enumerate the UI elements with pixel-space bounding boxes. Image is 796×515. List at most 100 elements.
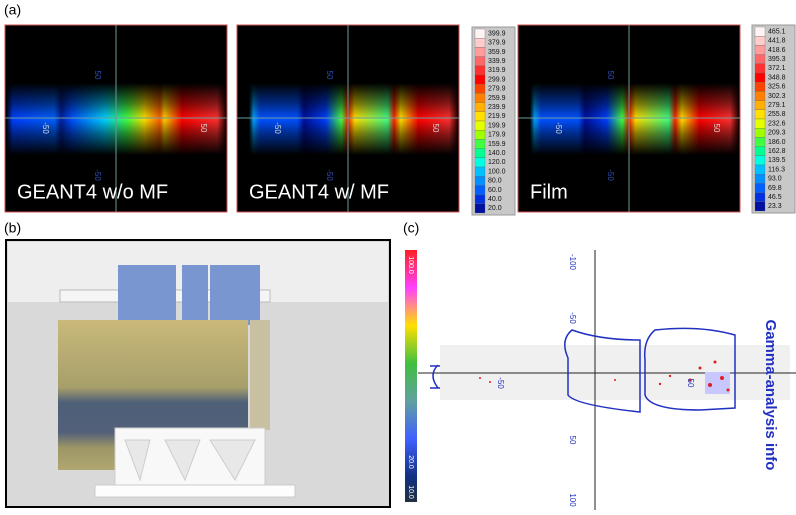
failure-point xyxy=(614,379,616,381)
failure-point xyxy=(658,382,662,386)
axis-label: 50 xyxy=(199,124,208,133)
colorbar-swatch xyxy=(754,174,766,184)
colorbar-label: 259.9 xyxy=(488,95,506,102)
block xyxy=(182,265,208,325)
panel-label: (a) xyxy=(4,2,21,18)
colorbar-label: 80.0 xyxy=(488,178,502,185)
colorbar-swatch xyxy=(754,45,766,55)
colorbar-swatch xyxy=(754,72,766,83)
colorbar-swatch xyxy=(474,130,486,140)
colorbar-swatch xyxy=(474,139,486,149)
colorbar-swatch xyxy=(754,54,766,64)
axis-label: -50 xyxy=(554,122,563,134)
colorbar-label: 302.3 xyxy=(768,93,786,100)
colorbar-swatch xyxy=(754,91,766,101)
photo xyxy=(5,239,391,508)
colorbar-swatch xyxy=(474,166,486,177)
colorbar-swatch xyxy=(474,47,486,57)
caption: GEANT4 w/ MF xyxy=(249,181,389,203)
colorbar-swatch xyxy=(754,26,766,37)
colorbar-label: 100.0 xyxy=(407,256,414,274)
colorbar-label: 40.0 xyxy=(488,196,502,203)
colorbar-label: 359.9 xyxy=(488,49,506,56)
colorbar-swatch xyxy=(754,63,766,74)
colorbar-swatch xyxy=(754,128,766,138)
colorbar-swatch xyxy=(474,148,486,158)
colorbar-label: 46.5 xyxy=(768,194,782,201)
colorbar-swatch xyxy=(754,183,766,193)
colorbar-label: 69.8 xyxy=(768,185,782,192)
axis-label: -50 xyxy=(325,169,334,181)
colorbar-swatch xyxy=(474,111,486,122)
panel-a: 50 -50 -50 50 GEANT4 w/o MF 50 -50 -50 50 GEANT4 … xyxy=(4,24,796,216)
colorbar-label: 232.6 xyxy=(768,120,786,127)
dose-image: 50 -50 -50 50 GEANT4 w/ MF xyxy=(236,24,460,213)
colorbar-label: 399.9 xyxy=(488,30,506,37)
failure-point xyxy=(698,366,702,370)
colorbar-label: 162.8 xyxy=(768,148,786,155)
colorbar-swatch xyxy=(474,176,486,186)
colorbar-swatch xyxy=(754,146,766,156)
colorbar-label: 418.6 xyxy=(768,47,786,54)
colorbar-label: 20.0 xyxy=(488,205,502,212)
panel-label: (c) xyxy=(403,220,419,236)
axis-label: 100 xyxy=(568,493,577,507)
failure-cluster xyxy=(705,372,730,394)
colorbar-label: 379.9 xyxy=(488,40,506,47)
caption: Film xyxy=(530,181,568,203)
colorbar: 399.9 379.9 359.9 339.9 319.9 299.9 279.9 259.9… xyxy=(471,26,516,216)
colorbar-swatch xyxy=(474,185,486,195)
axis-label: -50 xyxy=(606,169,615,181)
colorbar-label: 279.9 xyxy=(488,86,506,93)
colorbar-label: 159.9 xyxy=(488,141,506,148)
colorbar-swatch xyxy=(754,109,766,120)
colorbar-swatch xyxy=(474,28,486,39)
dose-image: 50 -50 -50 50 GEANT4 w/o MF xyxy=(4,24,228,213)
axis-label: -50 xyxy=(568,312,577,324)
gamma-failures xyxy=(479,360,730,394)
colorbar-swatch xyxy=(754,137,766,147)
colorbar-swatch xyxy=(754,155,766,166)
colorbar-swatch xyxy=(474,157,486,168)
phantom-base xyxy=(94,484,296,498)
failure-point xyxy=(713,360,717,364)
gamma-contour xyxy=(430,364,440,389)
colorbar-label: 299.9 xyxy=(488,76,506,83)
axis-label: -50 xyxy=(496,377,505,389)
failure-point xyxy=(720,376,724,380)
colorbar-swatch xyxy=(474,203,486,214)
colorbar-label: 93.0 xyxy=(768,176,782,183)
axis-label: -100 xyxy=(568,254,577,271)
axis-label: -50 xyxy=(273,122,282,134)
colorbar-swatch xyxy=(474,93,486,103)
colorbar-label: 139.5 xyxy=(768,157,786,164)
colorbar-swatch xyxy=(474,56,486,66)
colorbar-label: 348.8 xyxy=(768,74,786,81)
colorbar-swatch xyxy=(754,100,766,110)
colorbar-swatch xyxy=(754,164,766,175)
colorbar-label: 100.0 xyxy=(488,168,506,175)
failure-point xyxy=(688,378,692,382)
failure-point xyxy=(668,374,672,378)
gamma-contour xyxy=(643,327,736,411)
colorbar-label: 465.1 xyxy=(768,28,786,35)
failure-point xyxy=(479,377,481,379)
failure-point xyxy=(726,388,730,392)
colorbar-label: 179.9 xyxy=(488,132,506,139)
colorbar-label: 255.8 xyxy=(768,111,786,118)
axis-label: 50 xyxy=(93,71,102,80)
colorbar-label: 441.8 xyxy=(768,38,786,45)
axis-label: 50 xyxy=(431,124,440,133)
colorbar-swatch xyxy=(754,82,766,92)
colorbar-swatch xyxy=(474,84,486,94)
axis-label: 50 xyxy=(712,124,721,133)
colorbar-label: 339.9 xyxy=(488,58,506,65)
colorbar-swatch xyxy=(474,38,486,48)
colorbar-label: 199.9 xyxy=(488,122,506,129)
colorbar-swatch xyxy=(474,120,486,131)
gamma-contour xyxy=(564,329,641,413)
axis-label: 50 xyxy=(606,71,615,80)
colorbar-swatch xyxy=(474,65,486,76)
axis-label: 50 xyxy=(325,71,334,80)
